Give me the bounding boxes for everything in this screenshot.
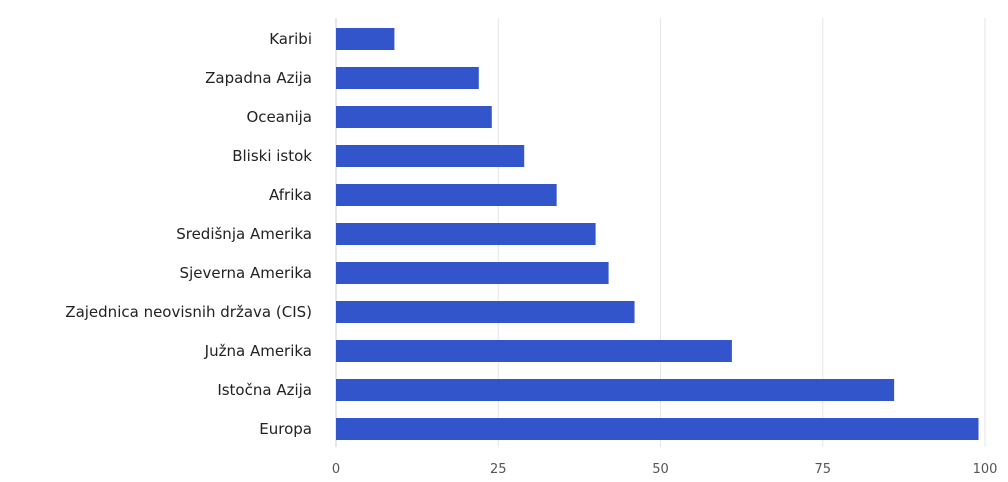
- bar: [336, 223, 596, 245]
- category-label: Karibi: [269, 30, 312, 48]
- category-label: Europa: [259, 420, 312, 438]
- category-label: Zapadna Azija: [205, 69, 312, 87]
- category-labels: Karibi Zapadna Azija Oceanija Bliski istok A…: [65, 30, 312, 438]
- x-tick-label: 50: [652, 462, 669, 477]
- bar: [336, 418, 979, 440]
- category-label: Oceanija: [246, 108, 312, 126]
- x-tick-label: 25: [490, 462, 507, 477]
- bars: [336, 28, 979, 440]
- x-tick-label: 100: [973, 462, 998, 477]
- category-label: Sjeverna Amerika: [180, 264, 312, 282]
- bar: [336, 340, 732, 362]
- bar: [336, 28, 395, 50]
- category-label: Istočna Azija: [217, 381, 312, 399]
- bar: [336, 145, 525, 167]
- bar: [336, 301, 635, 323]
- category-label: Središnja Amerika: [176, 225, 312, 243]
- bar: [336, 379, 895, 401]
- category-label: Južna Amerika: [204, 342, 312, 360]
- x-tick-label: 75: [814, 462, 831, 477]
- category-label: Bliski istok: [232, 147, 312, 165]
- category-label: Zajednica neovisnih država (CIS): [65, 303, 312, 321]
- bar: [336, 262, 609, 284]
- bar: [336, 67, 479, 89]
- grid-lines: [335, 18, 986, 447]
- x-tick-labels: 0 25 50 75 100: [332, 462, 998, 477]
- bar: [336, 184, 557, 206]
- x-tick-label: 0: [332, 462, 340, 477]
- category-label: Afrika: [269, 186, 312, 204]
- bar: [336, 106, 492, 128]
